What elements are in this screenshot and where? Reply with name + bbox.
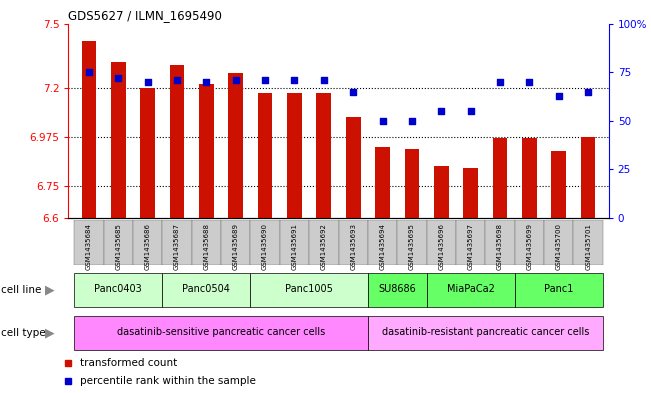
Bar — [191, 220, 221, 265]
Bar — [493, 138, 507, 218]
Bar — [133, 220, 162, 265]
Text: GSM1435687: GSM1435687 — [174, 223, 180, 270]
Point — [289, 77, 299, 83]
Point — [172, 77, 182, 83]
Bar — [434, 166, 449, 218]
Bar — [162, 220, 191, 265]
Bar — [456, 220, 486, 265]
Bar — [544, 220, 574, 265]
Bar — [426, 220, 456, 265]
Text: ▶: ▶ — [45, 327, 54, 340]
Text: Panc0403: Panc0403 — [94, 284, 142, 294]
Bar — [280, 220, 309, 265]
Point — [84, 69, 94, 75]
Text: GSM1435695: GSM1435695 — [409, 223, 415, 270]
Text: GSM1435688: GSM1435688 — [203, 223, 210, 270]
Bar — [199, 84, 214, 218]
Bar — [141, 88, 155, 218]
Bar — [74, 316, 368, 350]
Bar — [81, 41, 96, 218]
Bar — [258, 93, 273, 218]
Bar — [346, 116, 361, 218]
Text: SU8686: SU8686 — [378, 284, 416, 294]
Text: dasatinib-resistant pancreatic cancer cells: dasatinib-resistant pancreatic cancer ce… — [381, 327, 589, 337]
Text: GSM1435689: GSM1435689 — [233, 223, 239, 270]
Text: GSM1435699: GSM1435699 — [527, 223, 533, 270]
Text: GSM1435697: GSM1435697 — [467, 223, 474, 270]
Bar — [551, 151, 566, 218]
Bar — [170, 65, 184, 218]
Bar — [104, 220, 133, 265]
Point — [465, 108, 476, 114]
Text: transformed count: transformed count — [80, 358, 178, 367]
Bar — [515, 273, 603, 307]
Bar — [574, 220, 603, 265]
Point — [318, 77, 329, 83]
Bar — [162, 273, 251, 307]
Bar — [368, 316, 603, 350]
Point — [113, 75, 124, 81]
Text: cell type: cell type — [1, 328, 46, 338]
Point — [524, 79, 534, 85]
Bar — [74, 273, 162, 307]
Text: GSM1435690: GSM1435690 — [262, 223, 268, 270]
Text: GSM1435693: GSM1435693 — [350, 223, 356, 270]
Text: GDS5627 / ILMN_1695490: GDS5627 / ILMN_1695490 — [68, 9, 222, 22]
Bar — [287, 93, 302, 218]
Bar — [522, 138, 536, 218]
Bar — [397, 220, 426, 265]
Point — [143, 79, 153, 85]
Bar — [368, 273, 426, 307]
Text: GSM1435692: GSM1435692 — [321, 223, 327, 270]
Text: GSM1435691: GSM1435691 — [292, 223, 298, 270]
Bar — [111, 62, 126, 218]
Text: Panc0504: Panc0504 — [182, 284, 230, 294]
Bar — [426, 273, 515, 307]
Point — [495, 79, 505, 85]
Text: ▶: ▶ — [45, 283, 54, 296]
Bar — [251, 220, 280, 265]
Point — [201, 79, 212, 85]
Bar — [515, 220, 544, 265]
Text: GSM1435698: GSM1435698 — [497, 223, 503, 270]
Bar — [375, 147, 390, 218]
Text: GSM1435701: GSM1435701 — [585, 223, 591, 270]
Text: GSM1435686: GSM1435686 — [145, 223, 150, 270]
Text: percentile rank within the sample: percentile rank within the sample — [80, 376, 256, 386]
Text: MiaPaCa2: MiaPaCa2 — [447, 284, 495, 294]
Text: GSM1435684: GSM1435684 — [86, 223, 92, 270]
Text: cell line: cell line — [1, 285, 42, 295]
Point — [348, 88, 359, 95]
Bar — [251, 273, 368, 307]
Point — [260, 77, 270, 83]
Text: GSM1435696: GSM1435696 — [438, 223, 444, 270]
Bar — [339, 220, 368, 265]
Text: Panc1005: Panc1005 — [285, 284, 333, 294]
Point — [436, 108, 447, 114]
Bar — [404, 149, 419, 218]
Point — [378, 118, 388, 124]
Text: Panc1: Panc1 — [544, 284, 574, 294]
Text: GSM1435694: GSM1435694 — [380, 223, 385, 270]
Bar — [229, 73, 243, 218]
Text: dasatinib-sensitive pancreatic cancer cells: dasatinib-sensitive pancreatic cancer ce… — [117, 327, 326, 337]
Point — [230, 77, 241, 83]
Text: GSM1435700: GSM1435700 — [556, 223, 562, 270]
Bar — [368, 220, 397, 265]
Point — [553, 92, 564, 99]
Bar — [464, 168, 478, 218]
Point — [583, 88, 593, 95]
Bar — [221, 220, 251, 265]
Text: GSM1435685: GSM1435685 — [115, 223, 121, 270]
Point — [407, 118, 417, 124]
Bar — [581, 137, 596, 218]
Bar — [486, 220, 515, 265]
Bar — [316, 93, 331, 218]
Bar — [309, 220, 339, 265]
Bar — [74, 220, 104, 265]
